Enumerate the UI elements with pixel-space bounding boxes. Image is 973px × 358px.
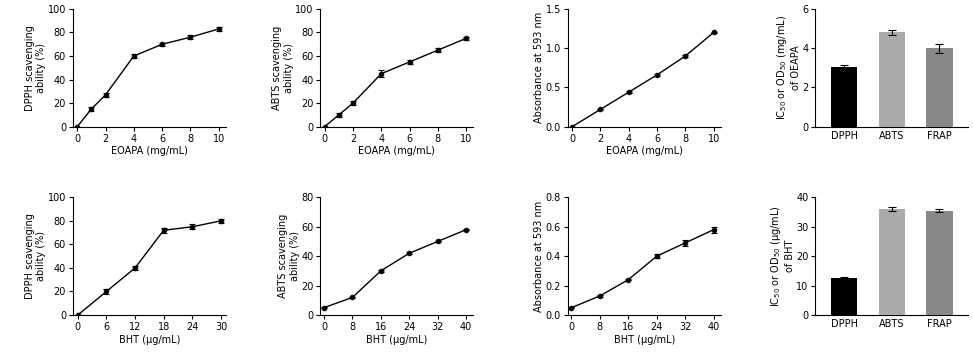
Bar xyxy=(831,278,857,315)
Bar xyxy=(879,33,905,127)
X-axis label: EOAPA (mg/mL): EOAPA (mg/mL) xyxy=(606,146,683,156)
X-axis label: EOAPA (mg/mL): EOAPA (mg/mL) xyxy=(111,146,188,156)
X-axis label: BHT (μg/mL): BHT (μg/mL) xyxy=(614,335,675,345)
X-axis label: BHT (μg/mL): BHT (μg/mL) xyxy=(366,335,427,345)
Bar xyxy=(831,67,857,127)
X-axis label: BHT (μg/mL): BHT (μg/mL) xyxy=(119,335,180,345)
Y-axis label: DPPH scavenging
ability (%): DPPH scavenging ability (%) xyxy=(24,213,47,299)
Y-axis label: IC$_{50}$ or OD$_{50}$ (mg/mL)
of OEAPA: IC$_{50}$ or OD$_{50}$ (mg/mL) of OEAPA xyxy=(775,15,801,120)
Y-axis label: IC$_{50}$ or OD$_{50}$ (μg/mL)
of BHT: IC$_{50}$ or OD$_{50}$ (μg/mL) of BHT xyxy=(769,205,795,307)
Y-axis label: ABTS scavenging
ability (%): ABTS scavenging ability (%) xyxy=(278,214,300,298)
Y-axis label: Absorbance at 593 nm: Absorbance at 593 nm xyxy=(534,200,544,312)
Bar xyxy=(879,209,905,315)
Bar xyxy=(926,48,953,127)
X-axis label: EOAPA (mg/mL): EOAPA (mg/mL) xyxy=(358,146,435,156)
Y-axis label: ABTS scavenging
ability (%): ABTS scavenging ability (%) xyxy=(272,26,294,110)
Y-axis label: Absorbance at 593 nm: Absorbance at 593 nm xyxy=(534,12,544,124)
Bar xyxy=(926,211,953,315)
Y-axis label: DPPH scavenging
ability (%): DPPH scavenging ability (%) xyxy=(24,25,47,111)
